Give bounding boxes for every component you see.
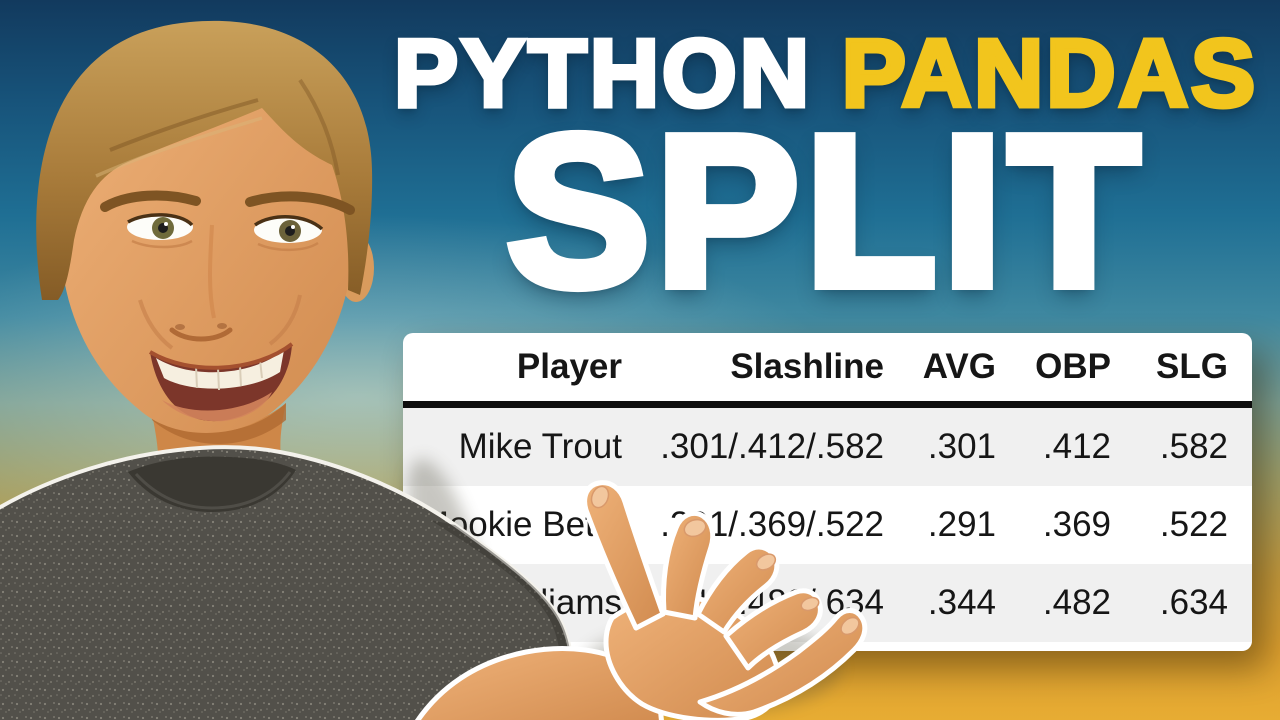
cell-obp: .482 [1042,583,1111,622]
cell-slashline: .301/.412/.582 [660,427,884,466]
column-header-obp: OBP [997,333,1112,408]
cell-obp: .369 [1042,505,1111,544]
presenter-face [36,20,374,434]
title-word-pandas: PANDAS [839,20,1258,127]
cell-obp: .412 [1042,427,1111,466]
presenter-photo [0,20,868,720]
title-word-python: PYTHON [392,20,813,127]
cell-avg: .291 [927,505,996,544]
cell-avg: .344 [927,583,996,622]
cell-avg: .301 [927,427,996,466]
cell-slg: .634 [1159,583,1228,622]
cell-slg: .522 [1159,505,1228,544]
cell-slg: .582 [1159,427,1228,466]
column-header-slg: SLG [1112,333,1252,408]
title-block: PYTHON PANDAS SPLIT [392,21,1260,331]
table-header-row: Player Slashline AVG OBP SLG [403,333,1252,408]
title-word-split: SPLIT [501,89,1146,331]
table-row: Mike Trout .301/.412/.582 .301 .412 .582 [403,404,1252,486]
title-line-1: PYTHON PANDAS [392,21,1260,127]
cell-player: Mike Trout [458,427,622,466]
presenter-hand [415,480,868,720]
column-header-player: Player [403,333,623,408]
column-header-slashline: Slashline [623,333,885,408]
presenter-shirt [0,445,576,720]
finger-nails [590,485,860,636]
presenter-hair [36,20,373,300]
column-header-avg: AVG [885,333,997,408]
